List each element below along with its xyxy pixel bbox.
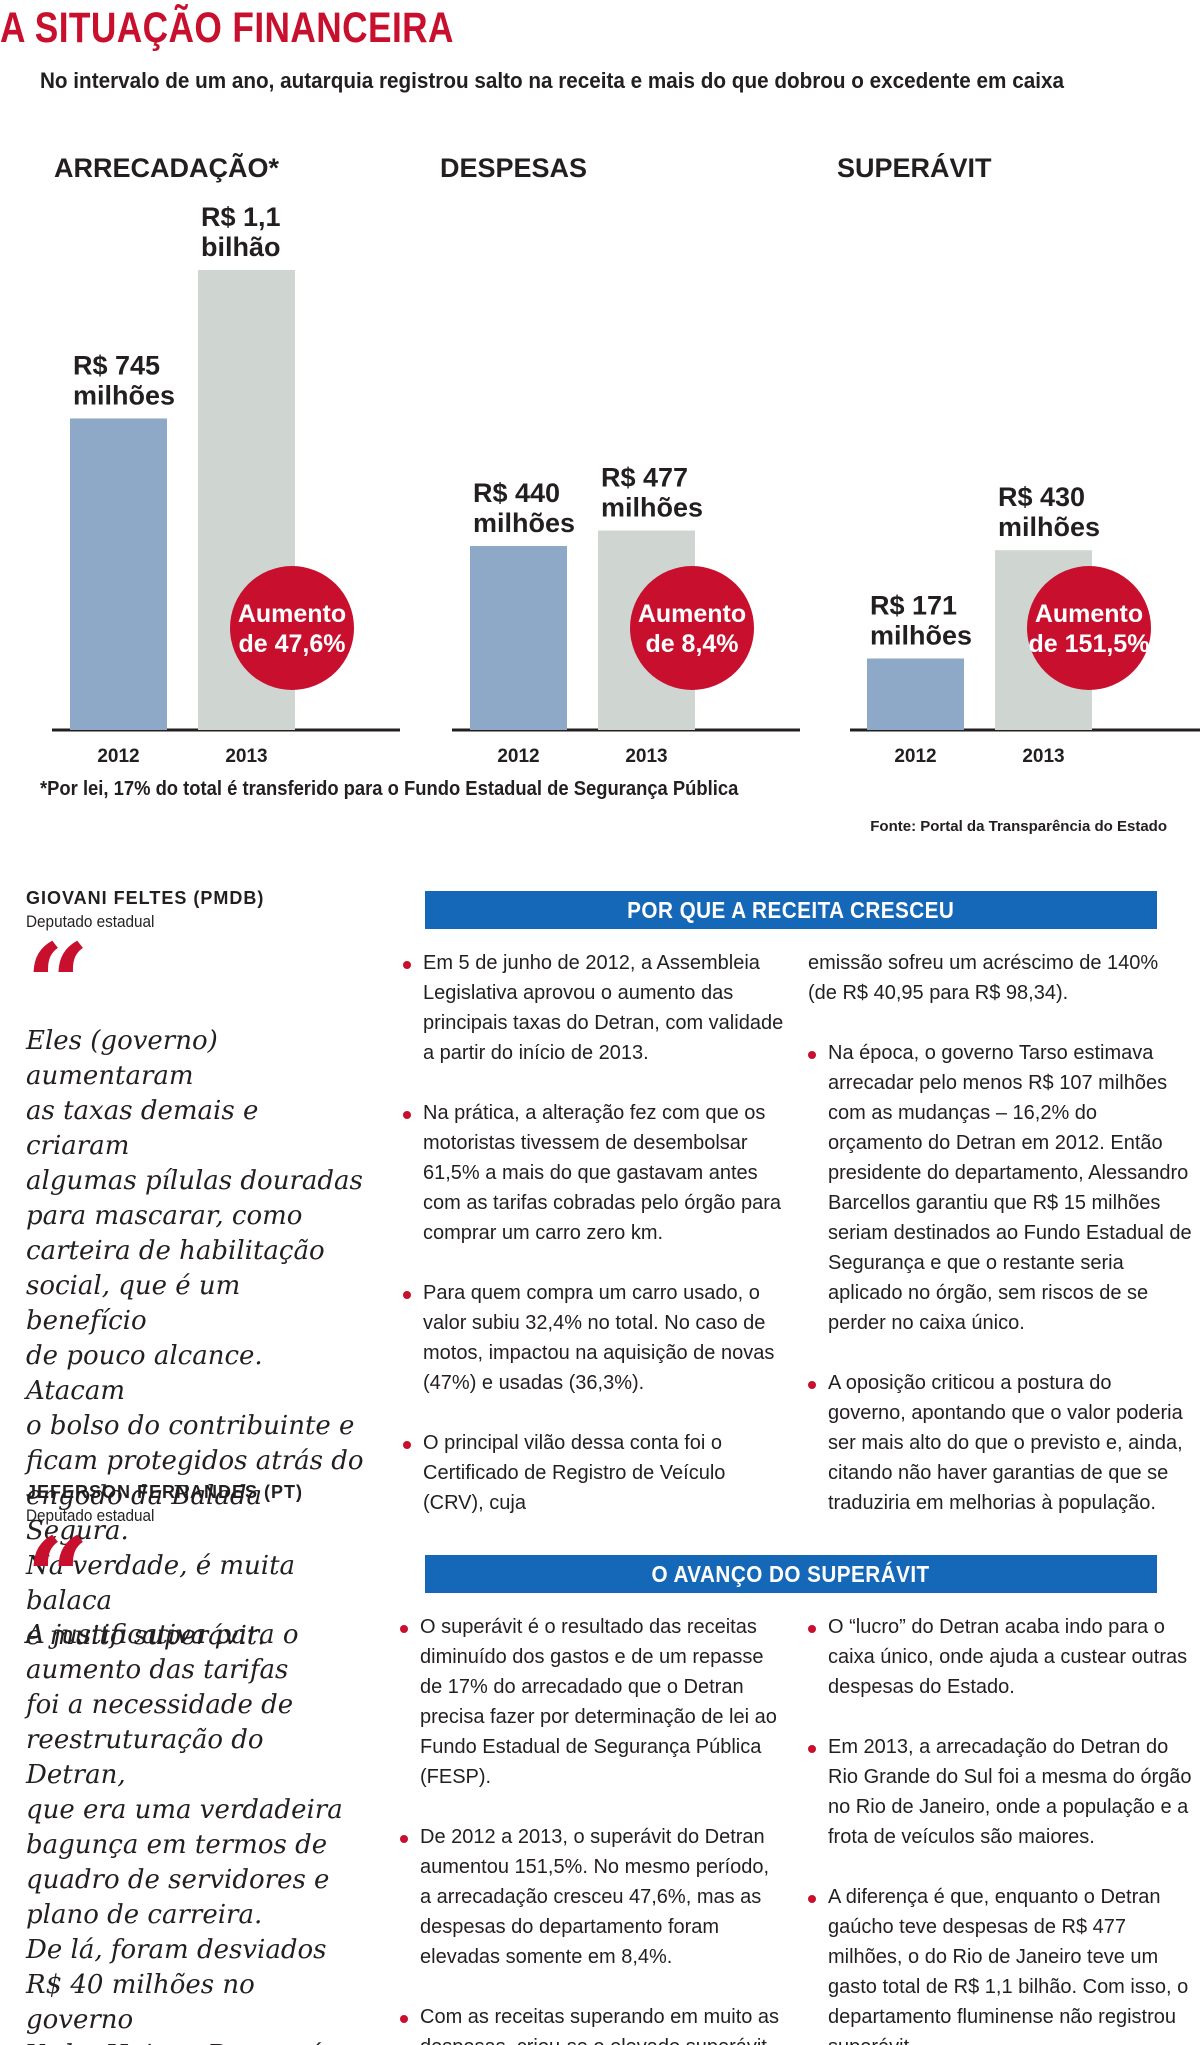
bar-value-label: R$ 745 (73, 350, 160, 380)
bullet-dot-icon (400, 1625, 408, 1633)
bullet-dot-icon (808, 1745, 816, 1753)
panel-title: ARRECADAÇÃO* (54, 152, 279, 183)
quote-mark-icon: “ (26, 1513, 90, 1642)
quote-author-name: JEFERSON FERNANDES (PT) (26, 1482, 304, 1502)
bar-value-label: R$ 440 (473, 478, 560, 508)
section-superavit-left-column: O superávit é o resultado das receitas d… (400, 1612, 784, 2045)
bar-value-label: R$ 430 (998, 482, 1085, 512)
bar-value-label: milhões (998, 512, 1100, 542)
bar-value-label: R$ 1,1 (201, 202, 281, 232)
bullet-item: A oposição criticou a postura do governo… (808, 1368, 1192, 1518)
bullet-dot-icon (808, 1051, 816, 1059)
increase-badge-value: de 47,6% (238, 630, 345, 658)
section-receita-right-column: emissão sofreu um acréscimo de 140% (de … (808, 948, 1192, 1548)
bar-value-label: R$ 171 (870, 590, 957, 620)
x-tick-label: 2013 (1022, 746, 1064, 767)
bullet-item: O superávit é o resultado das receitas d… (400, 1612, 784, 1792)
page-title: A SITUAÇÃO FINANCEIRA (0, 4, 454, 52)
bar-value-label: milhões (73, 380, 175, 410)
bullet-item: Na época, o governo Tarso estimava arrec… (808, 1038, 1192, 1338)
quote-text: Eles (governo) aumentaram as taxas demai… (26, 1026, 364, 1651)
increase-badge (230, 566, 354, 690)
quote-author-name: GIOVANI FELTES (PMDB) (26, 888, 265, 908)
quote-author-role: Deputado estadual (26, 912, 155, 931)
section-superavit-right-column: O “lucro” do Detran acaba indo para o ca… (808, 1612, 1192, 2045)
x-tick-label: 2013 (225, 746, 267, 767)
quote-block-feltes: GIOVANI FELTES (PMDB) Deputado estadual … (26, 888, 366, 1654)
increase-badge-label: Aumento (238, 600, 346, 628)
increase-badge-value: de 151,5% (1029, 630, 1150, 658)
x-tick-label: 2013 (625, 746, 667, 767)
bar-2012 (70, 418, 167, 730)
increase-badge (630, 566, 754, 690)
quote-text: A justificativa para o aumento das tarif… (26, 1620, 343, 2045)
section-header-receita: POR QUE A RECEITA CRESCEU (425, 891, 1157, 929)
bullet-dot-icon (403, 961, 411, 969)
bullet-dot-icon (403, 1441, 411, 1449)
chart-source: Fonte: Portal da Transparência do Estado (870, 818, 1167, 835)
bar-2012 (867, 658, 964, 730)
bullet-item: De 2012 a 2013, o superávit do Detran au… (400, 1822, 784, 1972)
x-tick-label: 2012 (894, 746, 936, 767)
increase-badge (1027, 566, 1151, 690)
panel-title: DESPESAS (440, 153, 587, 183)
bullet-dot-icon (808, 1625, 816, 1633)
bullet-dot-icon (403, 1111, 411, 1119)
bullet-item: Para quem compra um carro usado, o valor… (403, 1278, 787, 1398)
bullet-dot-icon (808, 1895, 816, 1903)
bar-value-label: bilhão (201, 232, 281, 262)
page-subtitle: No intervalo de um ano, autarquia regist… (40, 68, 1064, 93)
increase-badge-value: de 8,4% (645, 630, 738, 658)
quote-mark-icon: “ (26, 919, 90, 1048)
quote-author-role: Deputado estadual (26, 1506, 155, 1525)
bullet-item: O principal vilão dessa conta foi o Cert… (403, 1428, 787, 1518)
bullet-item: A diferença é que, enquanto o Detran gaú… (808, 1882, 1192, 2045)
x-tick-label: 2012 (97, 746, 139, 767)
panel-title: SUPERÁVIT (837, 152, 992, 183)
bullet-item: Em 5 de junho de 2012, a Assembleia Legi… (403, 948, 787, 1068)
chart-footnote: *Por lei, 17% do total é transferido par… (40, 778, 739, 800)
bar-value-label: milhões (473, 508, 575, 538)
section-header-superavit: O AVANÇO DO SUPERÁVIT (425, 1555, 1157, 1593)
bullet-dot-icon (808, 1381, 816, 1389)
bullet-item: O “lucro” do Detran acaba indo para o ca… (808, 1612, 1192, 1702)
bar-2012 (470, 546, 567, 730)
bar-value-label: R$ 477 (601, 463, 688, 493)
bullet-item: Na prática, a alteração fez com que os m… (403, 1098, 787, 1248)
increase-badge-label: Aumento (1035, 600, 1143, 628)
bullet-item-continued: emissão sofreu um acréscimo de 140% (de … (808, 952, 1159, 1004)
bullet-dot-icon (400, 2015, 408, 2023)
bullet-item: Em 2013, a arrecadação do Detran do Rio … (808, 1732, 1192, 1852)
increase-badge-label: Aumento (638, 600, 746, 628)
bar-value-label: milhões (601, 493, 703, 523)
bar-value-label: milhões (870, 620, 972, 650)
bullet-dot-icon (400, 1835, 408, 1843)
section-receita-left-column: Em 5 de junho de 2012, a Assembleia Legi… (403, 948, 787, 1548)
bullet-dot-icon (403, 1291, 411, 1299)
bullet-item: Com as receitas superando em muito as de… (400, 2002, 784, 2045)
quote-block-fernandes: JEFERSON FERNANDES (PT) Deputado estadua… (26, 1482, 366, 2045)
x-tick-label: 2012 (497, 746, 539, 767)
